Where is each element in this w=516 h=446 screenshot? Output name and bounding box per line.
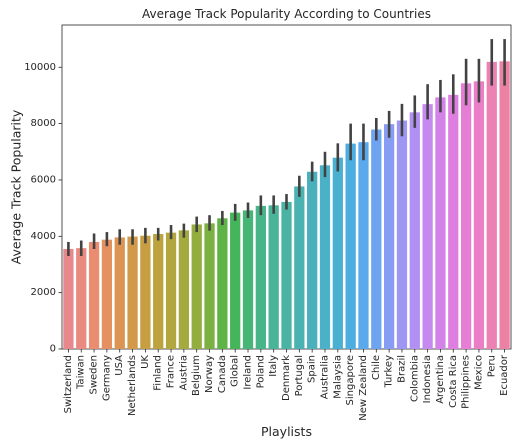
bar xyxy=(217,218,228,349)
bar xyxy=(383,124,395,349)
x-tick-label: Turkey xyxy=(384,355,395,389)
x-tick-label: Taiwan xyxy=(76,355,87,390)
y-tick-label: 8000 xyxy=(31,118,56,129)
bar xyxy=(140,235,151,349)
bar xyxy=(281,201,292,349)
x-tick-label: Singapore xyxy=(345,355,356,405)
bar xyxy=(448,94,459,349)
x-tick-label: USA xyxy=(114,355,125,376)
bar xyxy=(307,171,318,349)
x-tick-label: Global xyxy=(230,355,241,387)
x-tick-label: Denmark xyxy=(281,355,292,401)
chart-title: Average Track Popularity According to Co… xyxy=(142,7,431,21)
y-axis-label: Average Track Popularity xyxy=(9,109,24,264)
bar xyxy=(268,205,279,349)
x-tick-label: Mexico xyxy=(473,355,484,390)
y-axis: 0 2000 4000 6000 8000 10000 xyxy=(24,62,62,355)
bar xyxy=(460,83,472,349)
x-tick-label: Colombia xyxy=(409,355,420,402)
bar xyxy=(486,61,497,349)
bar xyxy=(204,223,215,349)
x-tick-label: Germany xyxy=(101,355,112,401)
bar xyxy=(101,239,113,349)
bar xyxy=(409,112,420,349)
x-tick-label: UK xyxy=(140,355,151,369)
bar xyxy=(165,232,177,349)
x-tick-label: Austria xyxy=(178,355,189,390)
bar xyxy=(255,205,266,349)
x-tick-label: Brazil xyxy=(396,355,407,383)
x-tick-label: Spain xyxy=(307,355,318,383)
x-tick-label: Australia xyxy=(319,355,330,399)
x-tick-label: Indonesia xyxy=(422,355,433,403)
bar xyxy=(127,236,138,349)
bar xyxy=(178,230,190,349)
x-axis-label: Playlists xyxy=(261,424,312,439)
x-tick-label: Ecuador xyxy=(499,354,510,396)
bar xyxy=(473,81,485,349)
x-tick-label: Poland xyxy=(255,355,266,388)
bar xyxy=(371,129,382,349)
x-tick-label: Belgium xyxy=(191,355,202,396)
bar xyxy=(435,97,446,350)
x-tick-label: France xyxy=(166,355,177,388)
bar xyxy=(499,61,510,349)
x-tick-label: Philippines xyxy=(461,355,472,409)
x-tick-label: Ireland xyxy=(243,355,254,390)
x-tick-label: Chile xyxy=(371,355,382,380)
x-tick-label: Peru xyxy=(486,355,497,377)
bar xyxy=(191,224,202,349)
bar xyxy=(358,142,369,349)
x-tick-label: Costa Rica xyxy=(448,355,459,408)
bar xyxy=(422,104,433,349)
x-axis: Switzerland Taiwan Sweden Germany USA Netherl… xyxy=(63,349,510,421)
x-tick-label: Canada xyxy=(217,355,228,393)
y-tick-label: 6000 xyxy=(31,174,56,185)
x-tick-label: Norway xyxy=(204,355,215,393)
x-tick-label: Finland xyxy=(153,355,164,391)
x-tick-label: New Zealand xyxy=(358,355,369,421)
error-bar-group xyxy=(67,39,506,257)
bar xyxy=(294,186,305,349)
x-tick-label: Malaysia xyxy=(332,355,343,399)
bar xyxy=(396,120,408,349)
x-tick-label: Italy xyxy=(268,355,279,377)
bar xyxy=(319,165,331,349)
bar xyxy=(332,157,343,349)
bar xyxy=(88,241,100,349)
bar xyxy=(63,248,74,349)
bar xyxy=(114,237,125,349)
bar-group xyxy=(63,61,510,350)
x-tick-label: Argentina xyxy=(435,355,446,404)
x-tick-label: Netherlands xyxy=(127,355,138,416)
x-tick-label: Portugal xyxy=(294,355,305,396)
plot-area xyxy=(61,24,512,350)
bar xyxy=(230,212,241,349)
y-tick-label: 4000 xyxy=(31,231,56,242)
x-tick-label: Switzerland xyxy=(63,355,74,413)
y-tick-label: 10000 xyxy=(24,62,56,73)
bar xyxy=(76,248,87,349)
bar xyxy=(242,210,254,349)
x-tick-label: Sweden xyxy=(89,355,100,395)
bar xyxy=(345,143,356,349)
y-tick-label: 0 xyxy=(50,344,56,355)
y-tick-label: 2000 xyxy=(31,287,56,298)
bar xyxy=(153,234,164,349)
